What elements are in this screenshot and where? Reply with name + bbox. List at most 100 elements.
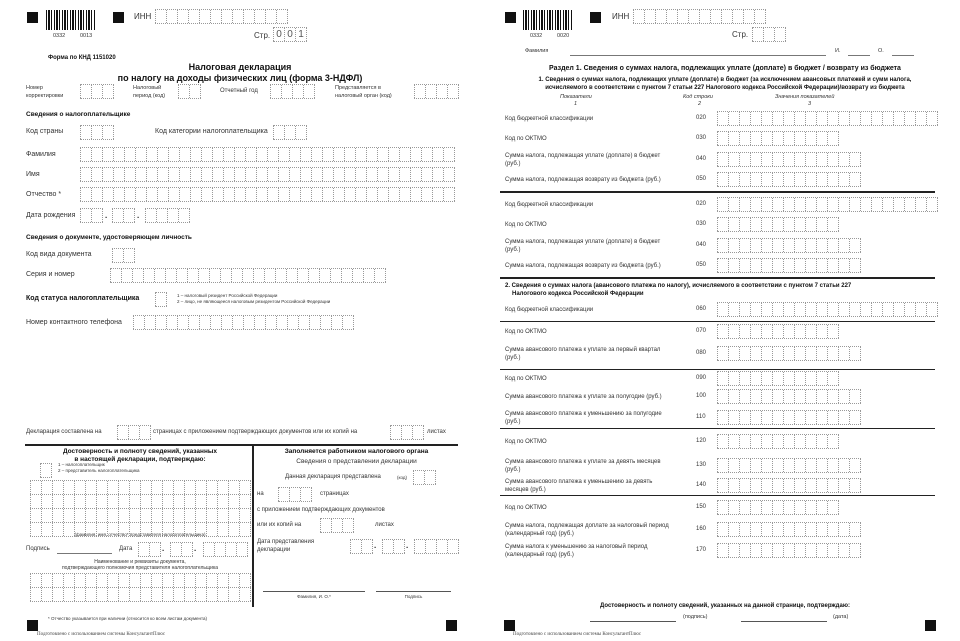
officer-pages-field[interactable] xyxy=(278,487,312,502)
cell[interactable] xyxy=(355,148,366,161)
row-value-field[interactable] xyxy=(717,217,839,232)
cell[interactable] xyxy=(761,501,772,514)
cell[interactable] xyxy=(401,426,412,439)
cell[interactable] xyxy=(827,372,839,385)
cell[interactable] xyxy=(447,540,459,553)
cell[interactable] xyxy=(135,168,146,181)
cell[interactable] xyxy=(239,523,251,536)
cell[interactable] xyxy=(728,325,739,338)
cell[interactable] xyxy=(355,188,366,201)
cell[interactable] xyxy=(308,269,319,282)
cell[interactable] xyxy=(717,325,728,338)
cell[interactable] xyxy=(184,495,195,508)
cell[interactable] xyxy=(838,411,849,424)
cell[interactable] xyxy=(140,509,151,522)
cell[interactable] xyxy=(739,132,750,145)
cell[interactable] xyxy=(273,126,284,139)
cell[interactable] xyxy=(915,198,926,211)
cell[interactable] xyxy=(827,325,839,338)
cell[interactable] xyxy=(421,168,432,181)
cell[interactable] xyxy=(366,188,377,201)
cell[interactable] xyxy=(217,588,228,601)
cell[interactable] xyxy=(166,316,177,329)
cell[interactable] xyxy=(112,249,123,262)
cell[interactable] xyxy=(80,168,91,181)
row-value-field[interactable] xyxy=(717,410,861,425)
cell[interactable] xyxy=(838,112,849,125)
cell[interactable] xyxy=(761,544,772,557)
cell[interactable] xyxy=(254,10,265,23)
cell[interactable] xyxy=(377,148,388,161)
cell[interactable] xyxy=(783,132,794,145)
cell[interactable] xyxy=(827,132,839,145)
cell[interactable] xyxy=(151,481,162,494)
cell[interactable] xyxy=(206,523,217,536)
cell[interactable] xyxy=(750,153,761,166)
cell[interactable] xyxy=(212,188,223,201)
cell[interactable] xyxy=(303,85,315,98)
cell[interactable] xyxy=(85,574,96,587)
cell[interactable] xyxy=(871,303,882,316)
cell[interactable] xyxy=(739,390,750,403)
cell[interactable] xyxy=(794,325,805,338)
cell[interactable] xyxy=(41,523,52,536)
cell[interactable] xyxy=(256,148,267,161)
cell[interactable] xyxy=(129,574,140,587)
cell[interactable] xyxy=(287,316,298,329)
cell[interactable] xyxy=(239,481,251,494)
cell[interactable] xyxy=(388,188,399,201)
cell[interactable] xyxy=(717,479,728,492)
cell[interactable] xyxy=(761,198,772,211)
cell[interactable] xyxy=(132,269,143,282)
cell[interactable] xyxy=(311,188,322,201)
cell[interactable] xyxy=(41,574,52,587)
cell[interactable] xyxy=(421,188,432,201)
inn-field[interactable] xyxy=(633,9,766,24)
cell[interactable] xyxy=(311,168,322,181)
cell[interactable] xyxy=(926,112,938,125)
cell[interactable] xyxy=(228,495,239,508)
cell[interactable] xyxy=(245,188,256,201)
cell[interactable] xyxy=(344,168,355,181)
cell[interactable] xyxy=(761,411,772,424)
cell[interactable] xyxy=(783,198,794,211)
cell[interactable] xyxy=(300,168,311,181)
cell[interactable] xyxy=(214,543,225,556)
cell[interactable] xyxy=(162,495,173,508)
cell[interactable] xyxy=(206,481,217,494)
cell[interactable] xyxy=(827,390,838,403)
cell[interactable] xyxy=(225,543,236,556)
cell[interactable] xyxy=(816,411,827,424)
cell[interactable] xyxy=(245,168,256,181)
row-value-field[interactable] xyxy=(717,389,861,404)
cell[interactable] xyxy=(168,188,179,201)
cell[interactable] xyxy=(217,523,228,536)
cell[interactable] xyxy=(333,168,344,181)
cell[interactable] xyxy=(195,588,206,601)
cell[interactable] xyxy=(41,495,52,508)
cell[interactable] xyxy=(91,209,103,222)
cell[interactable] xyxy=(388,148,399,161)
cell[interactable] xyxy=(156,209,167,222)
cell[interactable] xyxy=(425,540,436,553)
cell[interactable] xyxy=(728,259,739,272)
cell[interactable] xyxy=(113,188,124,201)
cell[interactable] xyxy=(231,269,242,282)
cell[interactable] xyxy=(436,540,447,553)
cell[interactable] xyxy=(110,269,121,282)
cell[interactable] xyxy=(816,218,827,231)
cell[interactable] xyxy=(761,347,772,360)
cell[interactable] xyxy=(195,481,206,494)
cell[interactable] xyxy=(107,509,118,522)
representative-fio-field[interactable] xyxy=(30,522,251,537)
cell[interactable] xyxy=(827,435,839,448)
cell[interactable] xyxy=(783,459,794,472)
cell[interactable] xyxy=(220,269,231,282)
cell[interactable] xyxy=(206,588,217,601)
cell[interactable] xyxy=(750,523,761,536)
cell[interactable] xyxy=(221,316,232,329)
cell[interactable] xyxy=(728,501,739,514)
cell[interactable] xyxy=(253,269,264,282)
cell[interactable] xyxy=(710,10,721,23)
cell[interactable] xyxy=(666,10,677,23)
